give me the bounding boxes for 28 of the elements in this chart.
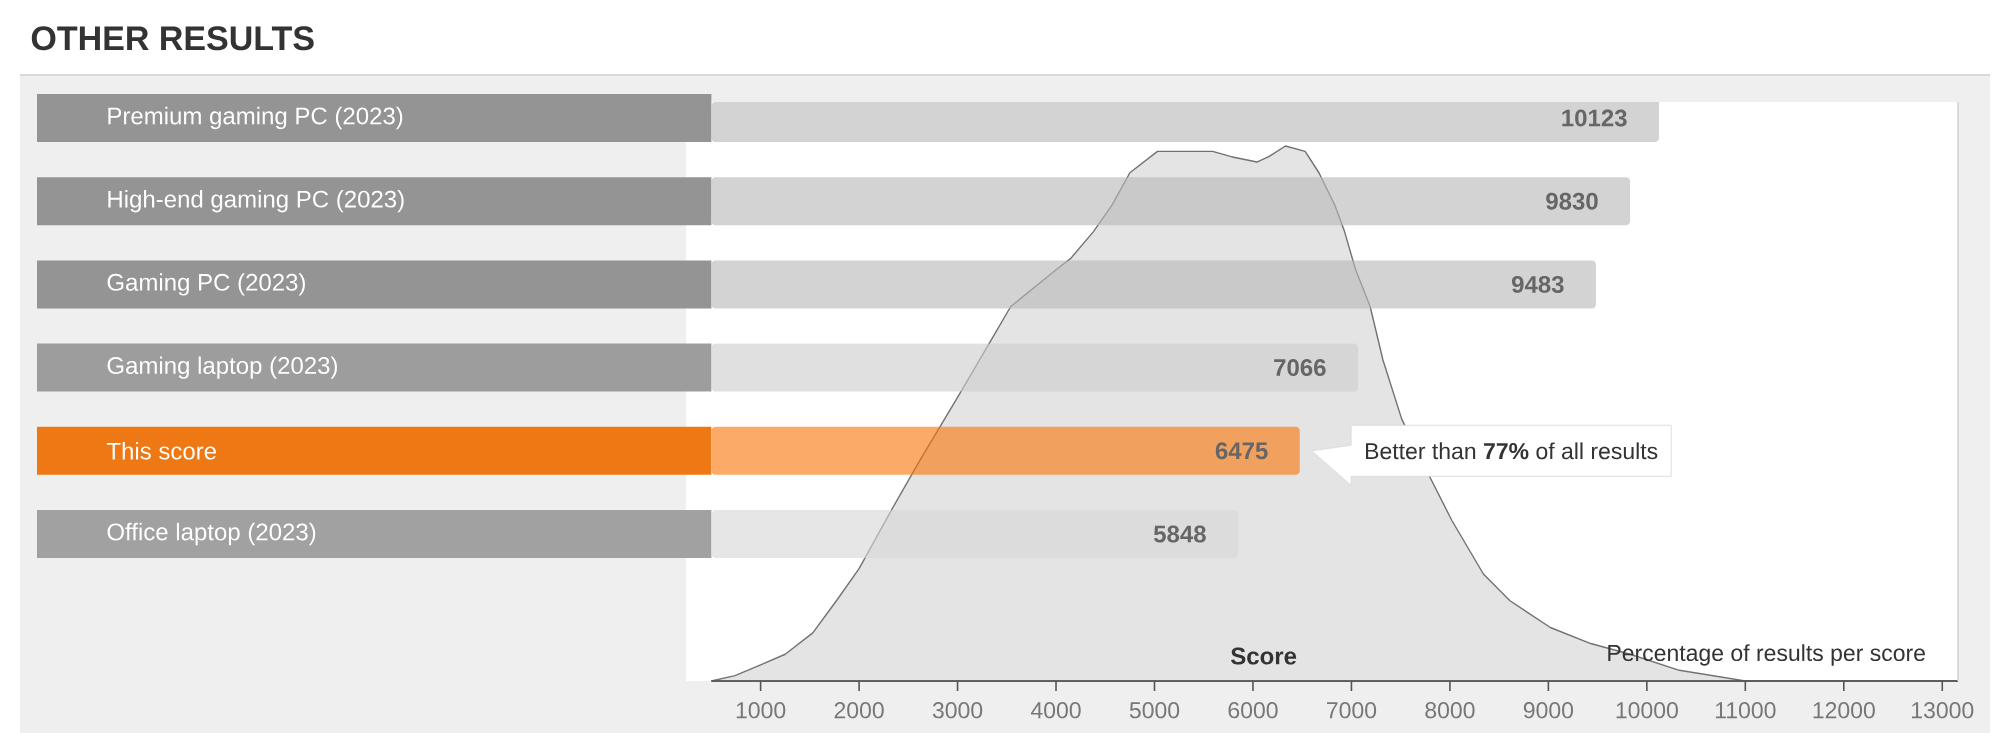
data-label: 9483 [1511, 275, 1564, 293]
x-tick-label: 1000 [736, 702, 786, 719]
x-tick-label: 5000 [1129, 702, 1180, 719]
annotation: Better than 77% of all results [1366, 442, 1658, 460]
x-tick-label: 9000 [1523, 702, 1574, 719]
x-tick-label: 11000 [1715, 702, 1776, 719]
data-label: 6475 [1215, 442, 1268, 460]
y-tick-label: High-end gaming PC (2023) [108, 190, 404, 213]
x-tick-label: 8000 [1425, 702, 1475, 719]
data-label: 9830 [1546, 192, 1598, 210]
y-tick-label: Gaming PC (2023) [107, 273, 305, 296]
x-axis-title: Score [1230, 647, 1297, 665]
y-tick-label: This score [106, 442, 216, 460]
x-tick-label: 4000 [1030, 702, 1081, 719]
x-tick-label: 13000 [1912, 702, 1974, 719]
x-tick-label: 2000 [834, 702, 884, 719]
y-tick-label: Gaming laptop (2023) [107, 356, 337, 379]
x-tick-label: 12000 [1813, 702, 1875, 719]
data-label: 10123 [1562, 109, 1627, 127]
x-tick-label: 10000 [1616, 702, 1678, 719]
x-tick-label: 6000 [1228, 702, 1278, 719]
text: OTHER RESULTS [31, 26, 314, 51]
data-label: 5848 [1153, 525, 1206, 543]
y-tick-label: Premium gaming PC (2023) [108, 106, 403, 130]
data-label: 7066 [1274, 359, 1326, 377]
x-tick-label: 3000 [932, 702, 983, 719]
y-tick-label: Office laptop (2023) [107, 522, 316, 546]
x-tick-label: 7000 [1327, 702, 1377, 719]
